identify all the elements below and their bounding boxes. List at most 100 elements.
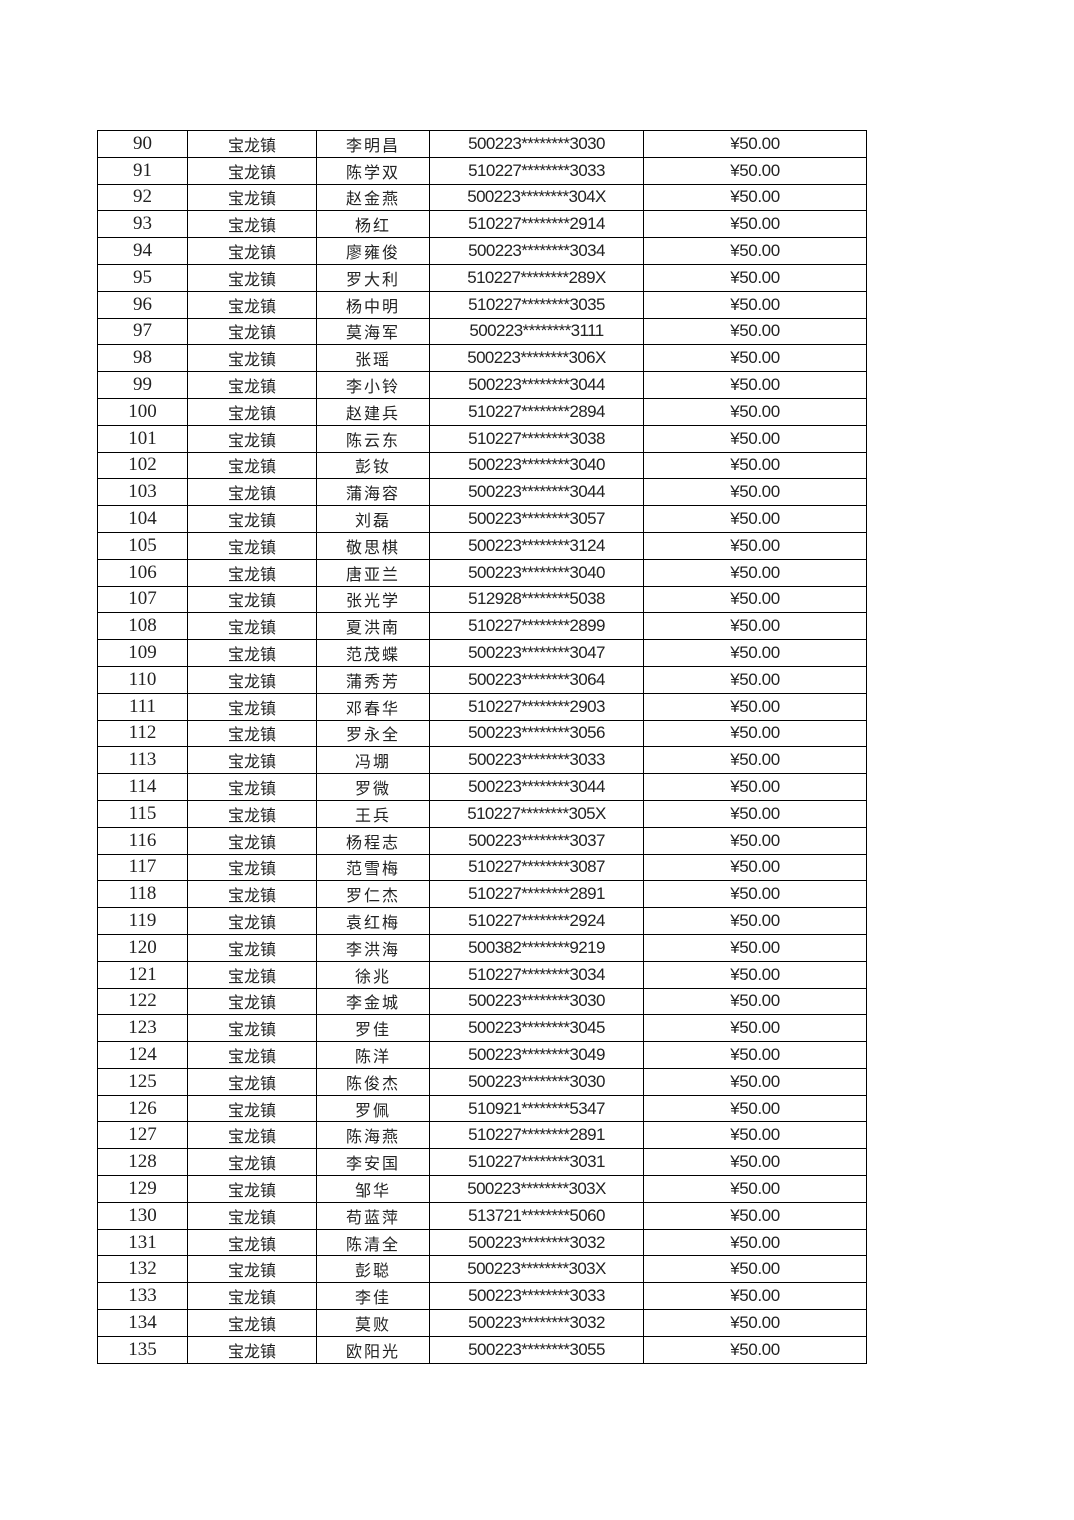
town-cell: 宝龙镇 [187, 933, 317, 962]
row-number-cell: 94 [97, 237, 188, 265]
row-number-cell: 105 [97, 531, 188, 560]
table-row: 94 宝龙镇 廖雍俊 500223********3034 ¥50.00 [97, 237, 867, 265]
town-cell: 宝龙镇 [187, 290, 317, 319]
town-cell: 宝龙镇 [187, 853, 317, 882]
amount-cell: ¥50.00 [643, 371, 867, 399]
row-number-cell: 91 [97, 156, 188, 185]
id-number-cell: 510227********3031 [429, 1148, 644, 1177]
town-cell: 宝龙镇 [187, 344, 317, 373]
person-name-cell: 罗大利 [316, 263, 430, 292]
id-number-cell: 512928********5038 [429, 585, 644, 614]
id-number-cell: 510227********3038 [429, 424, 644, 453]
row-number-cell: 128 [97, 1148, 188, 1177]
table-row: 108 宝龙镇 夏洪南 510227********2899 ¥50.00 [97, 612, 867, 641]
amount-cell: ¥50.00 [643, 210, 867, 239]
person-name-cell: 敬思棋 [316, 531, 430, 560]
row-number-cell: 97 [97, 317, 188, 346]
id-number-cell: 500223********3124 [429, 531, 644, 560]
row-number-cell: 95 [97, 263, 188, 292]
row-number-cell: 90 [97, 130, 188, 158]
amount-cell: ¥50.00 [643, 317, 867, 346]
id-number-cell: 500223********303X [429, 1255, 644, 1284]
amount-cell: ¥50.00 [643, 1201, 867, 1230]
id-number-cell: 500223********3033 [429, 746, 644, 775]
person-name-cell: 廖雍俊 [316, 237, 430, 265]
person-name-cell: 欧阳光 [316, 1335, 430, 1364]
row-number-cell: 112 [97, 719, 188, 748]
id-number-cell: 500223********3040 [429, 451, 644, 480]
table-row: 90 宝龙镇 李明昌 500223********3030 ¥50.00 [97, 130, 867, 158]
id-number-cell: 510227********3033 [429, 156, 644, 185]
amount-cell: ¥50.00 [643, 612, 867, 641]
person-name-cell: 张光学 [316, 585, 430, 614]
table-row: 115 宝龙镇 王兵 510227********305X ¥50.00 [97, 799, 867, 828]
town-cell: 宝龙镇 [187, 371, 317, 399]
town-cell: 宝龙镇 [187, 773, 317, 801]
row-number-cell: 107 [97, 585, 188, 614]
town-cell: 宝龙镇 [187, 960, 317, 989]
id-number-cell: 500223********3044 [429, 773, 644, 801]
amount-cell: ¥50.00 [643, 799, 867, 828]
table-row: 123 宝龙镇 罗佳 500223********3045 ¥50.00 [97, 1014, 867, 1043]
person-name-cell: 冯堋 [316, 746, 430, 775]
id-number-cell: 513721********5060 [429, 1201, 644, 1230]
id-number-cell: 510227********3034 [429, 960, 644, 989]
table-row: 124 宝龙镇 陈洋 500223********3049 ¥50.00 [97, 1041, 867, 1069]
table-row: 104 宝龙镇 刘磊 500223********3057 ¥50.00 [97, 505, 867, 533]
table-row: 114 宝龙镇 罗微 500223********3044 ¥50.00 [97, 773, 867, 801]
amount-cell: ¥50.00 [643, 1255, 867, 1284]
row-number-cell: 119 [97, 907, 188, 935]
person-name-cell: 罗微 [316, 773, 430, 801]
person-name-cell: 陈清全 [316, 1228, 430, 1257]
person-name-cell: 夏洪南 [316, 612, 430, 641]
town-cell: 宝龙镇 [187, 263, 317, 292]
town-cell: 宝龙镇 [187, 505, 317, 533]
id-number-cell: 500223********3111 [429, 317, 644, 346]
amount-cell: ¥50.00 [643, 1067, 867, 1096]
person-name-cell: 彭聪 [316, 1255, 430, 1284]
amount-cell: ¥50.00 [643, 1094, 867, 1123]
id-number-cell: 500223********3037 [429, 826, 644, 855]
row-number-cell: 132 [97, 1255, 188, 1284]
person-name-cell: 邹华 [316, 1175, 430, 1203]
id-number-cell: 510227********2894 [429, 397, 644, 426]
id-number-cell: 510227********2903 [429, 692, 644, 721]
town-cell: 宝龙镇 [187, 1335, 317, 1364]
table-row: 125 宝龙镇 陈俊杰 500223********3030 ¥50.00 [97, 1067, 867, 1096]
amount-cell: ¥50.00 [643, 531, 867, 560]
person-name-cell: 范雪梅 [316, 853, 430, 882]
person-name-cell: 李安国 [316, 1148, 430, 1177]
table-row: 103 宝龙镇 蒲海容 500223********3044 ¥50.00 [97, 478, 867, 507]
person-name-cell: 莫海军 [316, 317, 430, 346]
id-number-cell: 510227********2914 [429, 210, 644, 239]
amount-cell: ¥50.00 [643, 397, 867, 426]
table-row: 130 宝龙镇 苟蓝萍 513721********5060 ¥50.00 [97, 1201, 867, 1230]
table-row: 98 宝龙镇 张瑶 500223********306X ¥50.00 [97, 344, 867, 373]
amount-cell: ¥50.00 [643, 505, 867, 533]
amount-cell: ¥50.00 [643, 719, 867, 748]
row-number-cell: 124 [97, 1041, 188, 1069]
id-number-cell: 510921********5347 [429, 1094, 644, 1123]
town-cell: 宝龙镇 [187, 1067, 317, 1096]
amount-cell: ¥50.00 [643, 907, 867, 935]
amount-cell: ¥50.00 [643, 263, 867, 292]
row-number-cell: 125 [97, 1067, 188, 1096]
table-row: 105 宝龙镇 敬思棋 500223********3124 ¥50.00 [97, 531, 867, 560]
amount-cell: ¥50.00 [643, 987, 867, 1016]
person-name-cell: 李明昌 [316, 130, 430, 158]
table-row: 117 宝龙镇 范雪梅 510227********3087 ¥50.00 [97, 853, 867, 882]
table-row: 100 宝龙镇 赵建兵 510227********2894 ¥50.00 [97, 397, 867, 426]
id-number-cell: 500223********3032 [429, 1309, 644, 1337]
row-number-cell: 116 [97, 826, 188, 855]
table-row: 118 宝龙镇 罗仁杰 510227********2891 ¥50.00 [97, 880, 867, 909]
table-row: 133 宝龙镇 李佳 500223********3033 ¥50.00 [97, 1282, 867, 1311]
row-number-cell: 121 [97, 960, 188, 989]
town-cell: 宝龙镇 [187, 1175, 317, 1203]
person-name-cell: 李小铃 [316, 371, 430, 399]
row-number-cell: 113 [97, 746, 188, 775]
table-row: 128 宝龙镇 李安国 510227********3031 ¥50.00 [97, 1148, 867, 1177]
id-number-cell: 500223********3044 [429, 478, 644, 507]
town-cell: 宝龙镇 [187, 237, 317, 265]
row-number-cell: 129 [97, 1175, 188, 1203]
table-row: 112 宝龙镇 罗永全 500223********3056 ¥50.00 [97, 719, 867, 748]
